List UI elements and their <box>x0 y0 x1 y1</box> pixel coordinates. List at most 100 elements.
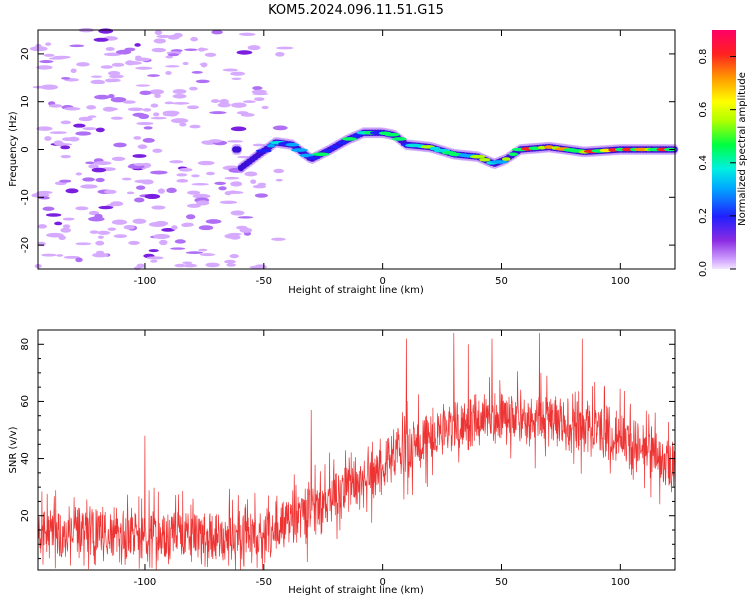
noise-blob <box>76 62 90 67</box>
noise-blob <box>157 188 166 194</box>
snr-y-ticks: 20 40 60 80 <box>20 329 675 560</box>
noise-blob <box>149 89 165 95</box>
noise-blob <box>78 116 93 122</box>
noise-blob <box>261 105 269 110</box>
noise-blob <box>272 125 288 131</box>
noise-blob <box>123 224 135 230</box>
noise-blob <box>110 116 124 120</box>
colorbar-label: Normalized spectral amplitude <box>737 72 748 226</box>
noise-blob <box>60 227 72 233</box>
noise-blob <box>196 200 210 206</box>
noise-blob <box>230 126 247 132</box>
noise-blob <box>42 206 55 211</box>
noise-blob <box>90 79 105 85</box>
noise-blob <box>73 123 86 128</box>
noise-blob <box>182 61 189 66</box>
noise-blob <box>148 249 159 253</box>
trace-highlight <box>537 145 547 150</box>
noise-blob <box>54 221 63 226</box>
trace-highlight <box>470 154 486 159</box>
trace-highlight <box>508 152 519 157</box>
noise-blob <box>240 113 255 117</box>
noise-blob <box>205 262 220 268</box>
noise-blob <box>93 161 112 166</box>
noise-blob <box>95 240 105 246</box>
snr-x-tick-label: -50 <box>256 577 272 588</box>
spectrogram-x-ticks: -100 -50 0 50 100 <box>134 30 630 287</box>
noise-blob <box>173 32 183 38</box>
noise-blob <box>172 102 190 105</box>
noise-blob <box>48 104 63 108</box>
noise-blob <box>172 93 187 99</box>
noise-blob <box>191 174 200 178</box>
noise-blob <box>230 210 245 216</box>
noise-blob <box>98 205 114 210</box>
noise-blob <box>82 177 95 182</box>
noise-blob <box>46 232 64 238</box>
noise-blob <box>139 90 152 96</box>
noise-blob <box>137 144 148 150</box>
snr-panel: -100 -50 0 50 100 20 40 60 80 Height of straigh… <box>8 329 676 596</box>
colorbar-ticks: 0.0 0.2 0.4 0.6 0.8 <box>698 49 736 277</box>
noise-blob <box>209 111 227 115</box>
noise-blob <box>176 173 188 177</box>
noise-blob <box>205 219 222 224</box>
noise-blob <box>189 124 201 129</box>
noise-blob <box>95 177 105 183</box>
noise-blob <box>254 193 269 198</box>
noise-blob <box>87 115 97 118</box>
noise-blob <box>199 253 216 257</box>
noise-blob <box>122 100 136 104</box>
trace-highlight <box>501 157 511 161</box>
noise-blob <box>136 185 146 190</box>
noise-blob <box>249 265 268 269</box>
noise-blob <box>199 63 208 66</box>
noise-blob <box>75 257 83 263</box>
noise-blob <box>142 138 155 143</box>
snr-frame <box>37 329 676 571</box>
noise-blob <box>181 223 191 228</box>
noise-blob <box>169 160 184 164</box>
noise-blob <box>230 181 243 187</box>
noise-blob <box>273 168 285 174</box>
noise-blob <box>219 200 238 205</box>
trace-core <box>234 146 242 153</box>
trace-highlight <box>479 157 491 162</box>
noise-blob <box>176 179 189 183</box>
noise-blob <box>244 171 258 177</box>
noise-blob <box>231 77 242 80</box>
noise-blob <box>93 37 109 42</box>
noise-blob <box>257 182 267 186</box>
noise-blob <box>103 107 118 111</box>
noise-blob <box>242 100 256 103</box>
noise-blob <box>174 263 187 268</box>
spectrogram-x-tick-label: 0 <box>379 276 385 287</box>
noise-blob <box>110 97 127 103</box>
snr-x-ticks: -100 -50 0 50 100 <box>134 330 630 588</box>
noise-blob <box>172 89 187 94</box>
noise-blob <box>39 59 54 64</box>
noise-blob <box>45 213 62 217</box>
noise-blob <box>65 188 79 194</box>
colorbar-tick-label: 0.2 <box>698 208 709 224</box>
noise-blob <box>150 170 168 175</box>
spectrogram-y-tick-label: -20 <box>20 237 31 253</box>
noise-blob <box>166 187 177 194</box>
noise-blob <box>153 233 171 240</box>
colorbar-gradient <box>712 30 736 269</box>
snr-y-axis-label: SNR (v/v) <box>8 426 19 473</box>
noise-blob <box>60 145 71 150</box>
trace-highlight <box>299 153 314 158</box>
noise-blob <box>127 107 144 112</box>
noise-blob <box>146 256 164 260</box>
noise-blob <box>133 136 142 140</box>
noise-blob <box>231 102 247 108</box>
trace-highlight <box>490 160 508 164</box>
noise-blob <box>92 252 109 258</box>
noise-blob <box>75 206 89 211</box>
noise-blob <box>144 193 161 200</box>
noise-blob <box>89 230 99 234</box>
noise-blob <box>252 92 269 96</box>
noise-blob <box>198 248 208 252</box>
